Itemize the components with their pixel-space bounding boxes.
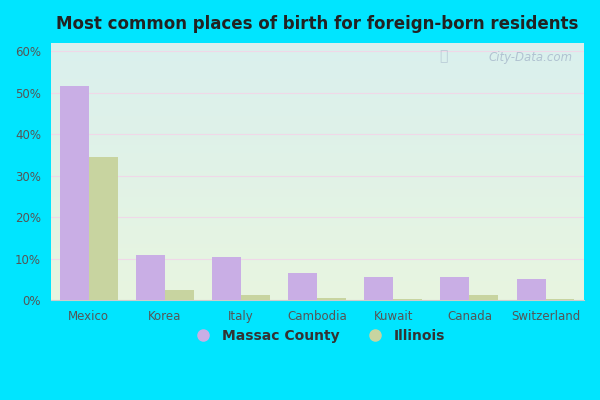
Bar bbox=[165, 290, 194, 300]
Bar bbox=[440, 277, 469, 300]
Bar bbox=[60, 86, 89, 300]
Bar bbox=[393, 299, 422, 300]
Bar bbox=[212, 257, 241, 300]
Bar bbox=[545, 299, 574, 300]
Text: City-Data.com: City-Data.com bbox=[489, 51, 573, 64]
Bar bbox=[136, 254, 165, 300]
Title: Most common places of birth for foreign-born residents: Most common places of birth for foreign-… bbox=[56, 15, 578, 33]
Text: ⌕: ⌕ bbox=[440, 49, 448, 63]
Bar bbox=[241, 295, 270, 300]
Bar bbox=[364, 277, 393, 300]
Bar bbox=[288, 273, 317, 300]
Bar bbox=[517, 280, 545, 300]
Bar bbox=[89, 157, 118, 300]
Bar bbox=[317, 298, 346, 300]
Legend: Massac County, Illinois: Massac County, Illinois bbox=[182, 322, 452, 350]
Bar bbox=[469, 295, 499, 300]
